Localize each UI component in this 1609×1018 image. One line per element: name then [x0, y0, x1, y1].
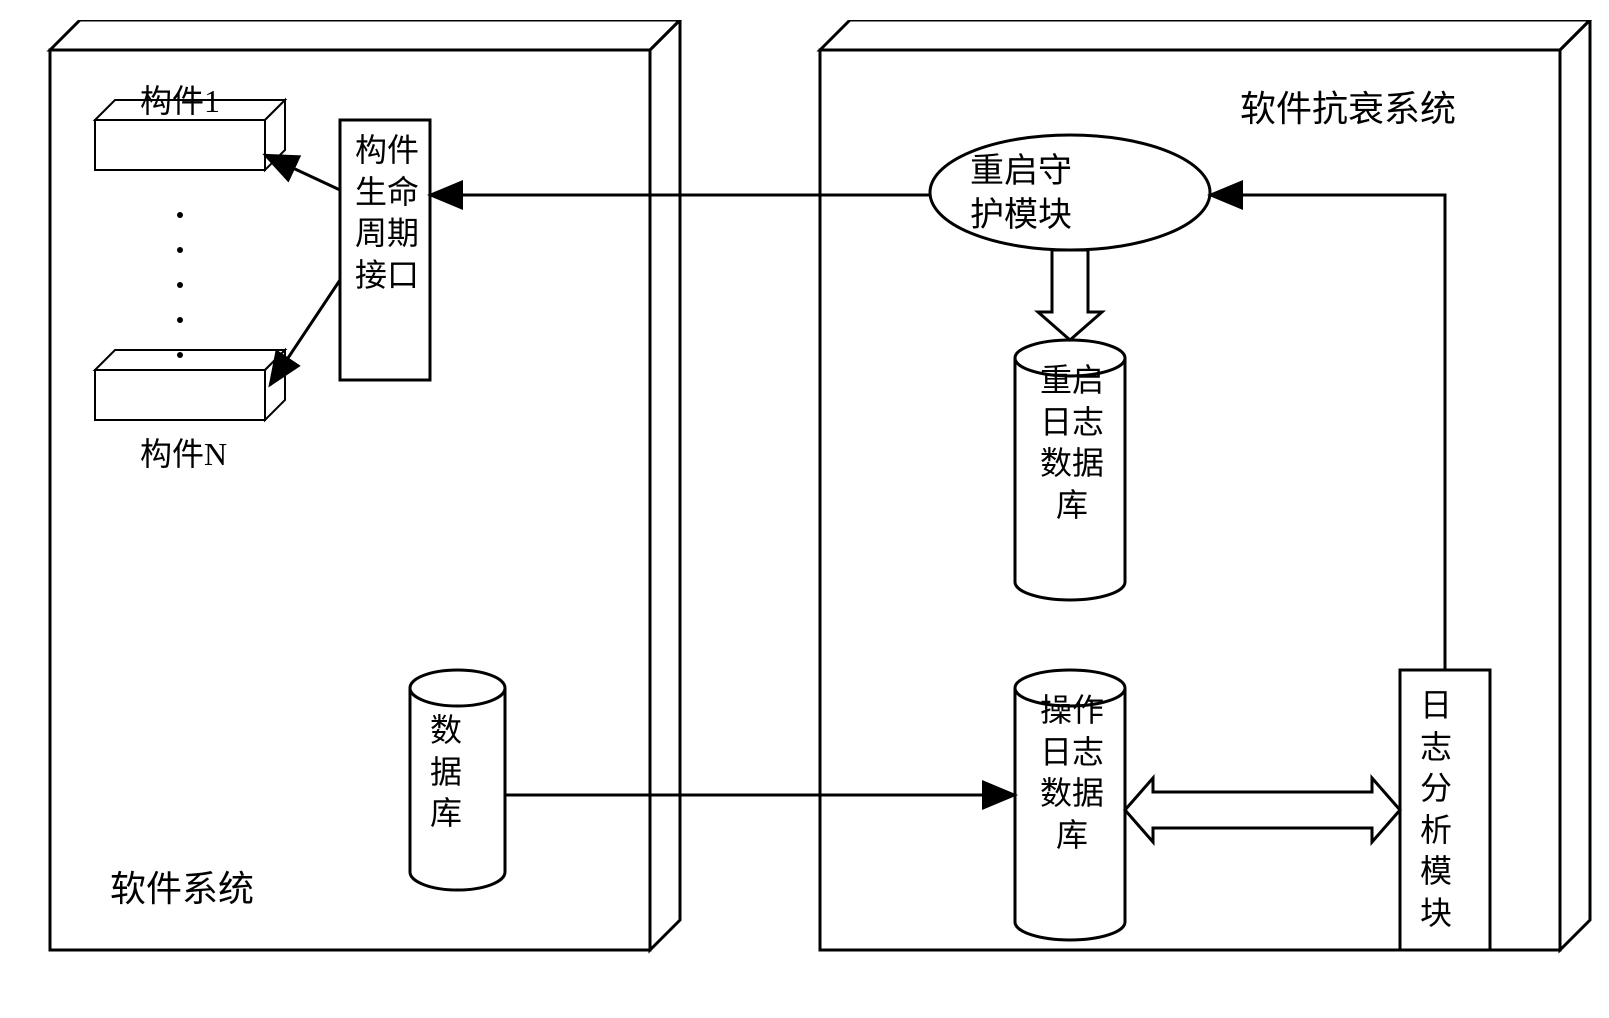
component1-label: 构件1 [140, 82, 220, 120]
lifecycle-interface-label: 构件生命周期接口 [355, 130, 419, 296]
panel-title-right: 软件抗衰系统 [1240, 80, 1456, 132]
restart-log-db-label: 重启日志数据库 [1040, 360, 1104, 526]
log-analysis-label: 日志分析模块 [1420, 685, 1452, 935]
diagram-canvas: 软件系统 软件抗衰系统 构件1 构件N 构件生命周期接口数据库 重启守护模块重启日志数据库… [20, 20, 1609, 998]
operation-log-db-label: 操作日志数据库 [1040, 690, 1104, 856]
database-label: 数据库 [430, 710, 462, 835]
restart-module-label: 重启守护模块 [970, 150, 1072, 238]
diagram-svg [20, 20, 1609, 998]
componentN-label: 构件N [140, 435, 227, 473]
panel-title-left: 软件系统 [110, 860, 254, 912]
